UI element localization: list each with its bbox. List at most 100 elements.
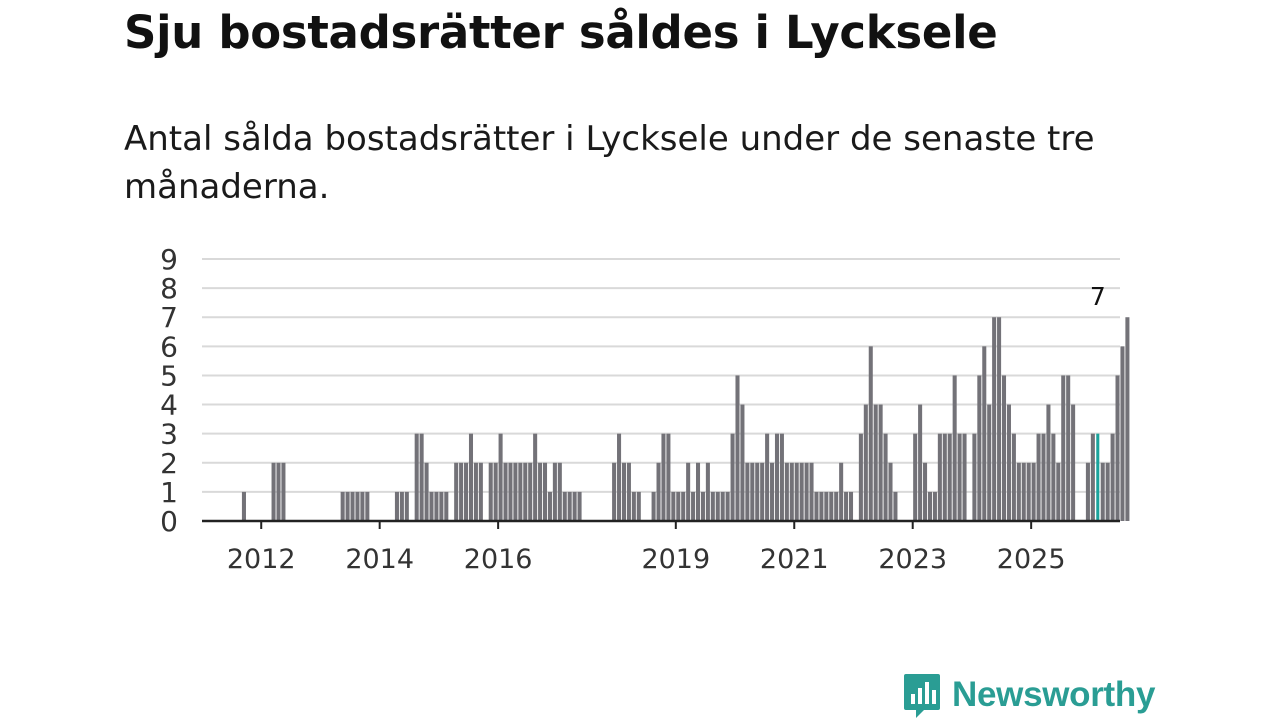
bar — [542, 462, 548, 521]
bar — [705, 462, 710, 521]
bar — [720, 491, 725, 521]
x-tick-label: 2012 — [227, 544, 296, 575]
newsworthy-icon — [904, 674, 940, 718]
data-labels: 7 — [1090, 282, 1106, 311]
y-tick-label: 0 — [160, 505, 178, 538]
bar — [784, 462, 789, 521]
bar — [399, 491, 404, 521]
bar — [656, 462, 661, 521]
x-tick-label: 2023 — [878, 544, 947, 575]
bar — [365, 491, 370, 521]
bar — [710, 491, 715, 521]
bar — [962, 433, 967, 521]
bar — [681, 491, 686, 521]
bar — [765, 433, 770, 521]
y-tick-label: 3 — [160, 418, 178, 451]
bar — [987, 404, 992, 521]
bar — [1100, 462, 1105, 521]
bar — [735, 375, 740, 521]
bar — [1115, 375, 1120, 521]
bar — [878, 404, 883, 521]
bar — [473, 462, 478, 521]
bar — [562, 491, 567, 521]
bar — [444, 491, 449, 521]
bar — [923, 462, 928, 521]
bar — [957, 433, 962, 521]
bar — [429, 491, 434, 521]
bar — [888, 462, 893, 521]
bar — [355, 491, 360, 521]
bar — [1001, 375, 1007, 521]
bar — [1016, 462, 1021, 521]
bar — [459, 462, 464, 521]
bar — [577, 491, 582, 521]
y-tick-label: 2 — [160, 447, 178, 480]
bar — [478, 462, 483, 521]
bar — [1036, 433, 1041, 521]
bar-highlight — [1096, 433, 1100, 521]
bar — [809, 462, 814, 521]
bar — [779, 433, 784, 521]
bar — [1110, 433, 1115, 521]
bar — [740, 404, 745, 521]
bar — [715, 491, 720, 521]
bar — [617, 433, 622, 521]
bar — [992, 317, 997, 521]
bar — [518, 462, 523, 521]
bar — [927, 491, 933, 521]
bar — [760, 462, 765, 521]
highlight-value-label: 7 — [1090, 282, 1106, 311]
bar — [725, 491, 730, 521]
bar — [498, 433, 503, 521]
bar — [868, 346, 873, 521]
bar — [567, 491, 572, 521]
bar — [281, 462, 286, 521]
chart-subtitle: Antal sålda bostadsrätter i Lycksele und… — [124, 119, 1095, 207]
bar — [1120, 346, 1125, 521]
bar — [676, 491, 681, 521]
bar — [661, 433, 666, 521]
bar — [404, 491, 409, 521]
bar — [844, 491, 849, 521]
bar — [1011, 433, 1016, 521]
bar — [952, 375, 957, 521]
bar — [552, 462, 557, 521]
bar — [528, 462, 533, 521]
bar — [883, 433, 888, 521]
bar — [834, 491, 839, 521]
bar — [695, 462, 701, 521]
x-tick-label: 2019 — [641, 544, 710, 575]
bar — [1006, 404, 1011, 521]
bar — [626, 462, 631, 521]
bar — [340, 491, 345, 521]
bar — [533, 433, 538, 521]
bar — [1061, 375, 1066, 521]
bar — [439, 491, 444, 521]
bar — [770, 462, 775, 521]
bar — [997, 317, 1002, 521]
bar — [468, 433, 474, 521]
bar — [666, 433, 671, 521]
bar — [538, 462, 543, 521]
chart-title: Sju bostadsrätter såldes i Lycksele — [124, 6, 998, 59]
bar — [434, 491, 439, 521]
bar — [937, 433, 942, 521]
bar — [572, 491, 577, 521]
bar — [982, 346, 987, 521]
bar — [873, 404, 878, 521]
bar — [686, 462, 691, 521]
y-tick-label: 4 — [160, 389, 178, 422]
bar — [799, 462, 804, 521]
bar — [1085, 462, 1090, 521]
bar — [419, 433, 424, 521]
bar — [1046, 404, 1051, 521]
bar — [1041, 433, 1046, 521]
newsworthy-logo: Newsworthy — [902, 670, 1155, 720]
y-tick-label: 5 — [160, 359, 178, 392]
bar — [345, 491, 350, 521]
bar — [839, 462, 844, 521]
bar — [1051, 433, 1056, 521]
bar — [819, 491, 824, 521]
bar — [523, 462, 528, 521]
